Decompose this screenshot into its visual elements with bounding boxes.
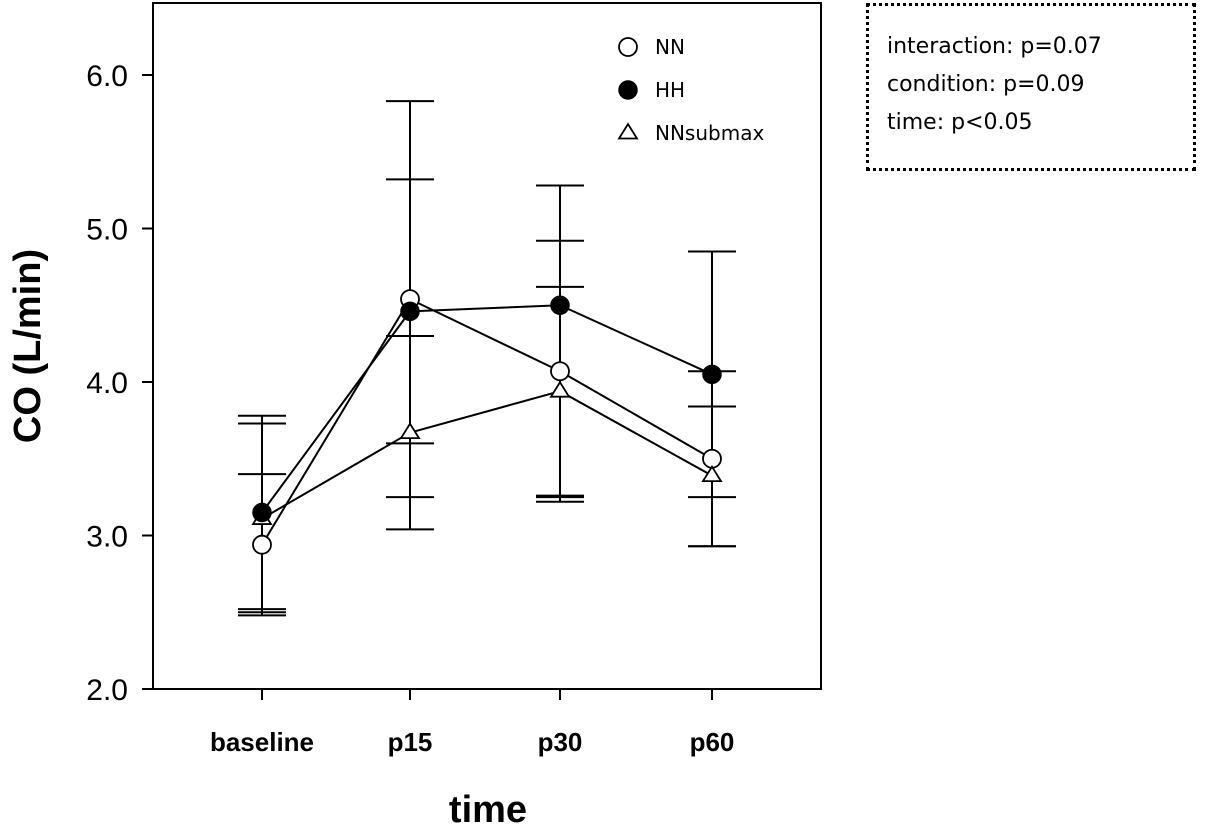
- marker-hh: [702, 364, 722, 385]
- marker-nnsubmax: [701, 465, 723, 483]
- stat-condition: condition: p=0.09: [887, 72, 1085, 97]
- legend: NN HH NNsubmax: [617, 35, 764, 145]
- plot-area: [152, 2, 822, 690]
- legend-label-nn: NN: [655, 35, 685, 59]
- marker-hh: [550, 295, 570, 315]
- x-tick-label: p15: [388, 727, 433, 757]
- series-lines: [261, 297, 713, 546]
- x-tick-label: baseline: [210, 727, 314, 757]
- y-tick-label: 3.0: [86, 521, 128, 554]
- x-axis-title: time: [449, 789, 527, 831]
- series-line-hh: [261, 304, 713, 514]
- y-tick-label: 5.0: [86, 214, 128, 247]
- series-line-nnsubmax: [261, 390, 713, 520]
- stat-time: time: p<0.05: [887, 110, 1033, 135]
- marker-nn: [550, 361, 570, 382]
- y-tick-label: 6.0: [86, 60, 128, 93]
- series-line-nn: [261, 297, 713, 546]
- statistics-annotation-box: interaction: p=0.07 condition: p=0.09 ti…: [866, 3, 1196, 171]
- marker-nnsubmax: [399, 422, 421, 440]
- x-tick-label: p30: [538, 727, 583, 757]
- legend-label-nnsubmax: NNsubmax: [655, 121, 764, 145]
- marker-nn: [252, 534, 272, 555]
- y-axis: 2.0 3.0 4.0 5.0 6.0: [86, 60, 153, 707]
- data-markers: [251, 289, 723, 555]
- marker-nnsubmax: [549, 380, 571, 398]
- legend-marker-hh: [618, 80, 638, 100]
- marker-hh: [252, 502, 272, 523]
- x-axis: baseline p15 p30 p60: [210, 689, 734, 757]
- y-tick-label: 4.0: [86, 367, 128, 400]
- y-axis-title: CO (L/min): [7, 249, 49, 443]
- legend-marker-nn: [618, 37, 638, 57]
- y-tick-label: 2.0: [86, 674, 128, 707]
- marker-hh: [400, 301, 420, 322]
- error-bars: [238, 100, 736, 617]
- legend-marker-nnsubmax: [617, 122, 639, 140]
- stat-interaction: interaction: p=0.07: [887, 34, 1102, 59]
- x-tick-label: p60: [690, 727, 735, 757]
- legend-label-hh: HH: [655, 78, 685, 102]
